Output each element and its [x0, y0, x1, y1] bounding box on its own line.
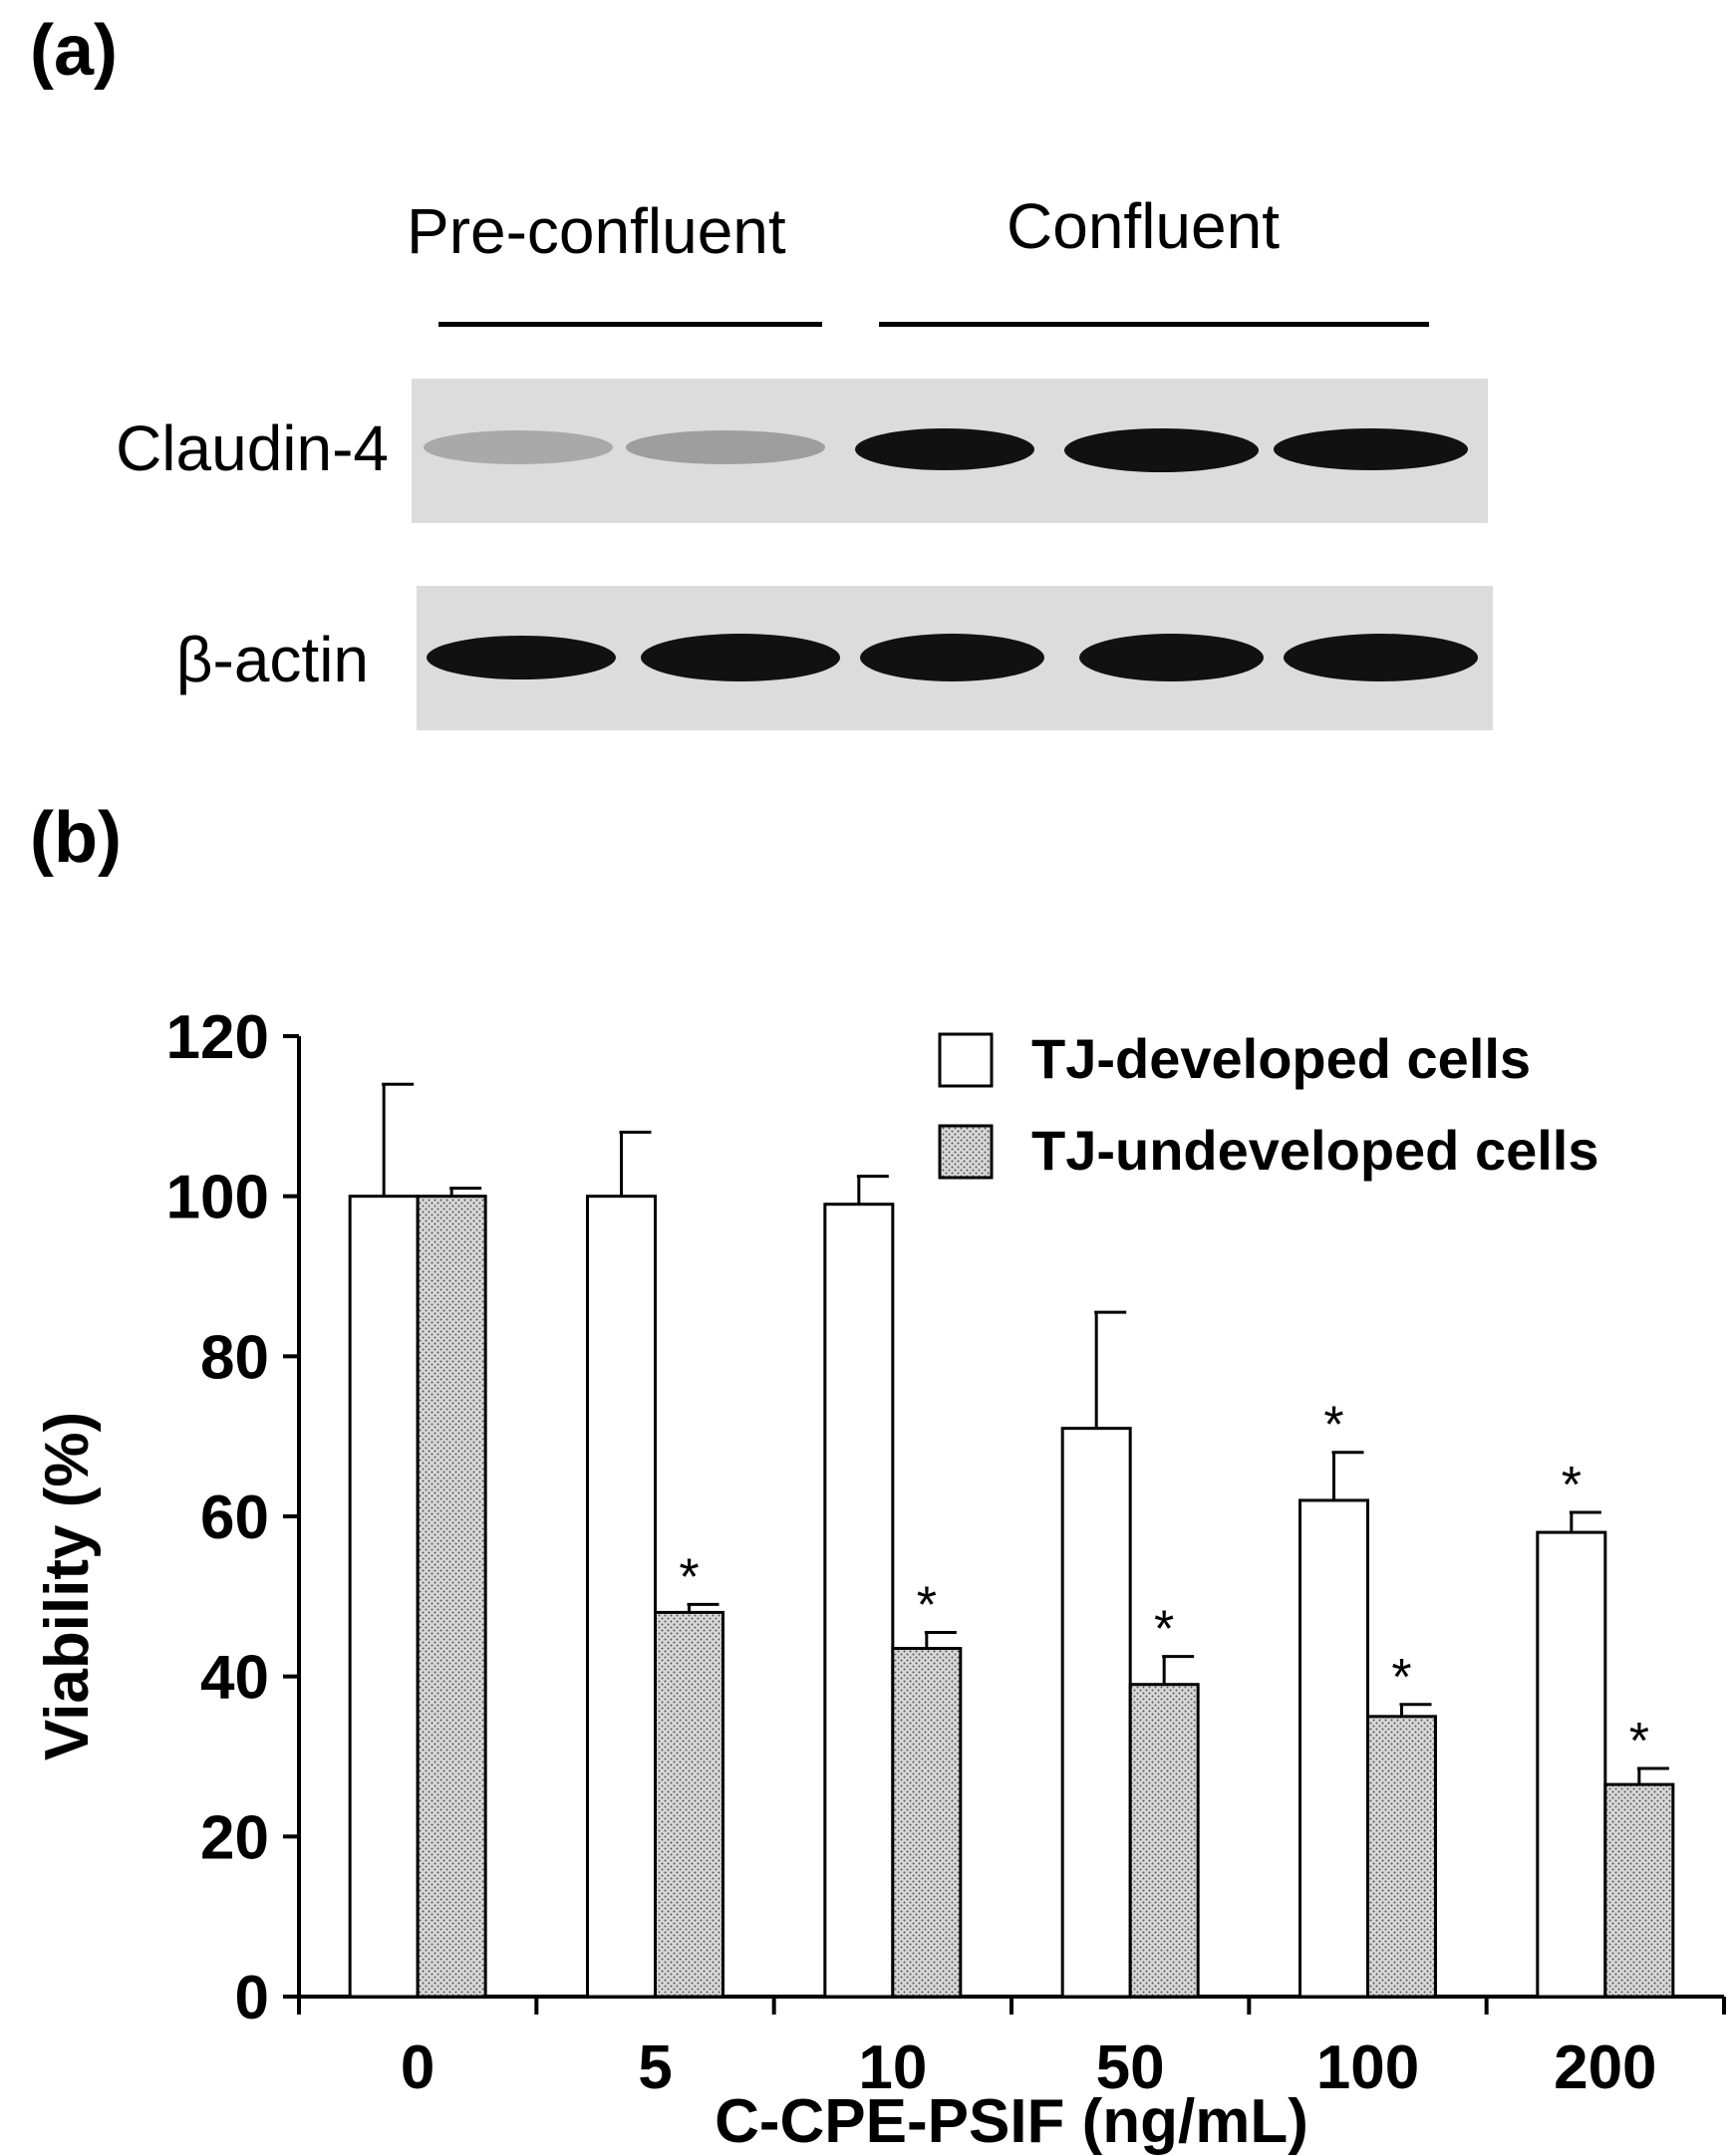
legend-label-0: TJ-developed cells	[1031, 1027, 1531, 1090]
y-tick-label: 60	[200, 1483, 269, 1552]
significance-star: *	[679, 1548, 699, 1606]
x-axis-title: C-CPE-PSIF (ng/mL)	[715, 2087, 1308, 2156]
bar-undeveloped-100	[1366, 1715, 1437, 1999]
lane-group-confluent-line	[879, 322, 1429, 327]
significance-star: *	[1629, 1713, 1649, 1770]
bar-undeveloped-10	[891, 1647, 963, 1999]
band-claudin4-lane3	[855, 428, 1034, 470]
significance-star: *	[1323, 1397, 1343, 1455]
bar-developed-50	[1060, 1427, 1132, 1999]
y-tick-label: 20	[200, 1803, 269, 1872]
significance-star: *	[1154, 1601, 1174, 1659]
blot-claudin4	[412, 379, 1488, 523]
panel-a-label: (a)	[30, 11, 118, 91]
chart-bars	[348, 1082, 1675, 1999]
chart-labels: 0 20 40 60 80 100 120 0 * 5 * 10 * 50 * * 100 * * 200 C-CPE-…	[33, 1003, 1657, 2156]
chart-axes	[283, 1034, 1726, 2015]
bar-undeveloped-50	[1128, 1683, 1200, 1999]
legend-label-1: TJ-undeveloped cells	[1031, 1119, 1599, 1182]
bar-developed-100	[1299, 1498, 1369, 1999]
blot-label-claudin4: Claudin-4	[116, 412, 389, 484]
legend-swatch-1	[938, 1124, 994, 1180]
y-tick-label: 100	[166, 1164, 269, 1232]
band-actin-lane2	[641, 634, 840, 681]
y-tick-label: 40	[200, 1644, 269, 1713]
bar-undeveloped-5	[654, 1610, 724, 1999]
x-tick-label: 5	[638, 2033, 672, 2102]
bar-developed-10	[823, 1203, 895, 1999]
band-actin-lane1	[427, 636, 616, 679]
x-tick-label: 200	[1554, 2033, 1656, 2102]
chart-legend: TJ-developed cells TJ-undeveloped cells	[938, 1027, 1599, 1182]
bar-developed-5	[586, 1195, 657, 1999]
y-axis-title: Viability (%)	[33, 1412, 102, 1760]
bar-undeveloped-200	[1603, 1782, 1675, 1999]
band-actin-lane5	[1284, 634, 1478, 681]
y-tick-label: 0	[235, 1964, 269, 2032]
significance-star: *	[917, 1576, 937, 1634]
x-tick-label: 0	[401, 2033, 434, 2102]
y-tick-label: 80	[200, 1323, 269, 1392]
bar-developed-200	[1536, 1530, 1607, 1999]
panel-b-label: (b)	[30, 798, 122, 878]
y-tick-label: 120	[166, 1003, 269, 1072]
band-claudin4-lane1	[424, 430, 613, 464]
significance-star: *	[1391, 1649, 1411, 1707]
bar-developed-0	[348, 1195, 420, 1999]
lane-group-preconfluent-line	[438, 322, 822, 327]
x-tick-label: 10	[858, 2033, 927, 2102]
band-actin-lane4	[1079, 634, 1264, 681]
lane-group-preconfluent: Pre-confluent	[407, 195, 786, 267]
legend-swatch-0	[938, 1032, 994, 1088]
x-tick-label: 100	[1316, 2033, 1419, 2102]
blot-beta-actin	[417, 586, 1493, 730]
blot-label-beta-actin: β-actin	[175, 624, 369, 695]
bar-undeveloped-0	[416, 1195, 487, 1999]
x-tick-label: 50	[1096, 2033, 1165, 2102]
significance-star: *	[1562, 1457, 1582, 1514]
band-claudin4-lane4	[1064, 428, 1259, 472]
band-actin-lane3	[860, 634, 1044, 681]
band-claudin4-lane2	[626, 430, 825, 464]
band-claudin4-lane5	[1274, 428, 1468, 470]
lane-group-confluent: Confluent	[1007, 190, 1280, 262]
